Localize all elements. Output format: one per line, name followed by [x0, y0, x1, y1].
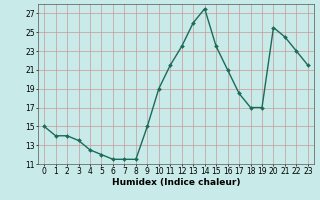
X-axis label: Humidex (Indice chaleur): Humidex (Indice chaleur) — [112, 178, 240, 187]
